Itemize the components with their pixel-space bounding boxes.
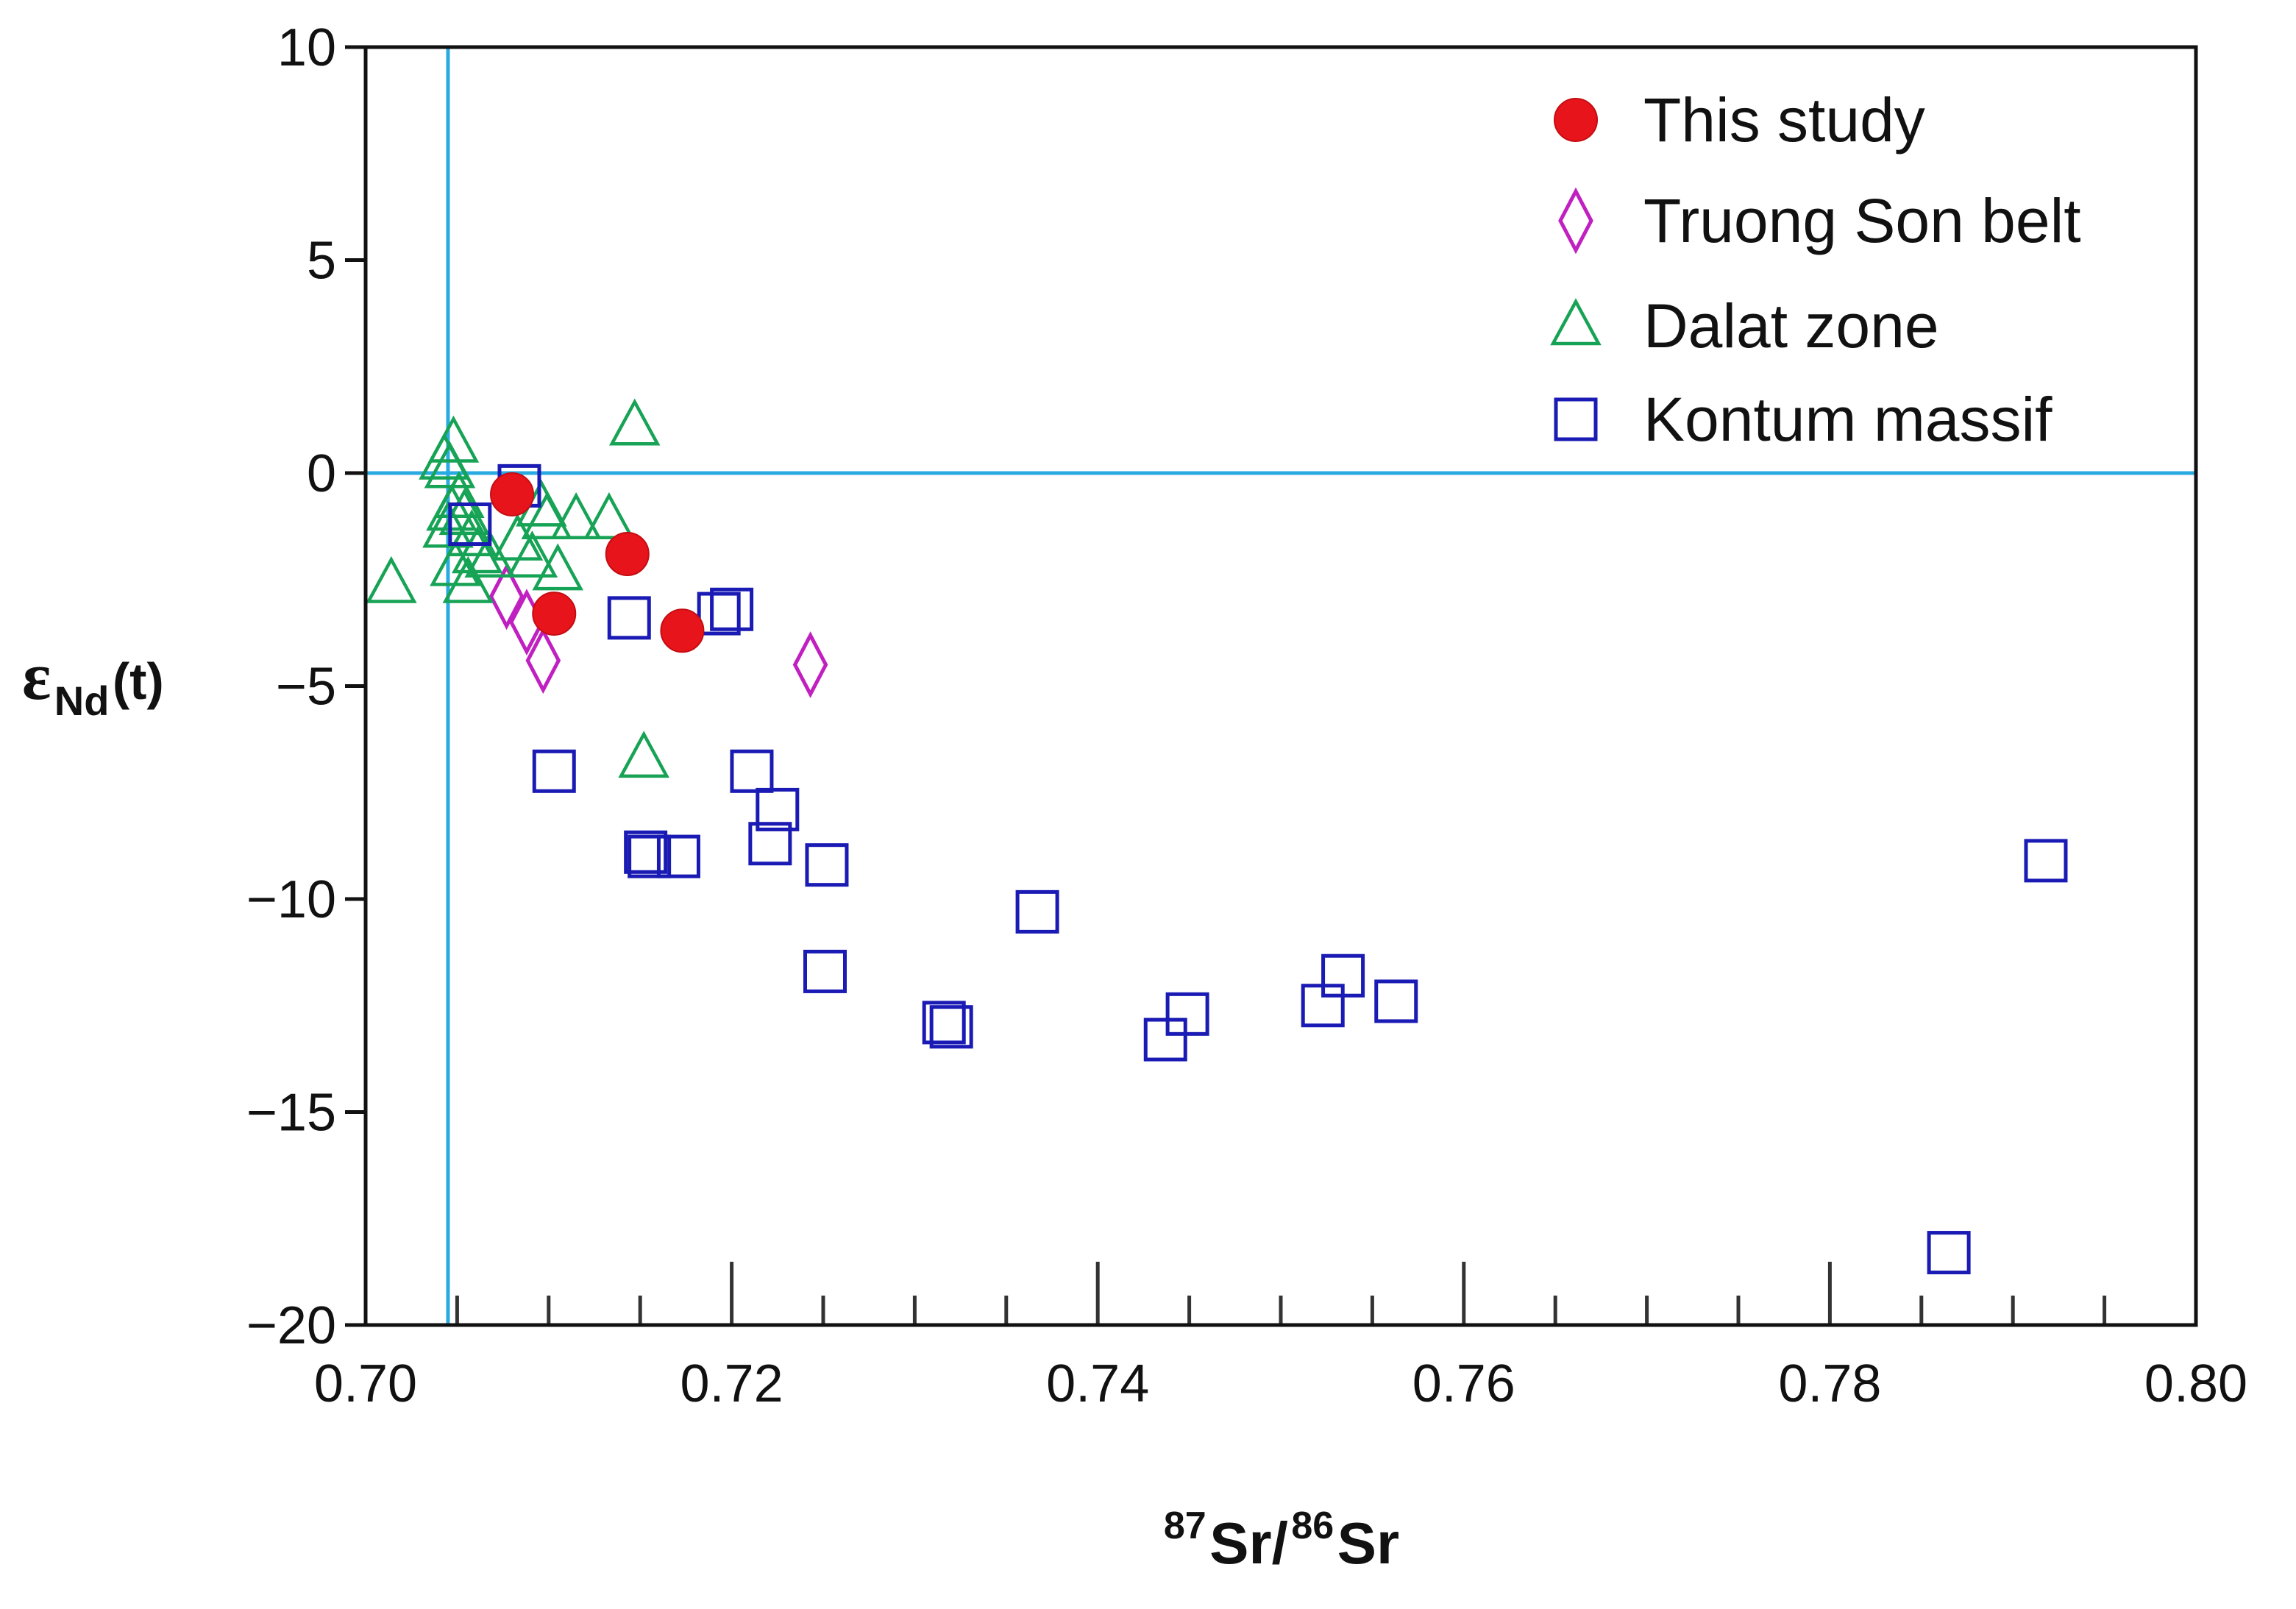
x-title-sup-86: 86 bbox=[1291, 1505, 1334, 1547]
point-dalat-zone bbox=[521, 491, 573, 539]
point-this-study bbox=[490, 472, 535, 516]
point-kontum-massif bbox=[756, 787, 800, 831]
point-kontum-massif bbox=[922, 1001, 966, 1045]
y-axis-title: ε Nd (t) bbox=[22, 639, 164, 724]
point-kontum-massif bbox=[1015, 889, 1059, 934]
point-dalat-zone bbox=[506, 530, 558, 578]
point-dalat-zone bbox=[366, 555, 417, 603]
legend-marker-kontum-massif bbox=[1554, 397, 1598, 441]
y-tick-label: 5 bbox=[307, 232, 336, 291]
point-kontum-massif bbox=[1374, 979, 1418, 1023]
point-dalat-zone bbox=[424, 441, 476, 489]
point-kontum-massif bbox=[532, 749, 576, 793]
point-kontum-massif bbox=[1927, 1231, 1971, 1275]
x-tick-label: 0.78 bbox=[1778, 1354, 1881, 1413]
plot-border bbox=[363, 45, 2198, 1327]
point-dalat-zone bbox=[532, 543, 584, 591]
point-truong-son-belt bbox=[488, 563, 525, 631]
legend-item-truong-son-belt: Truong Son belt bbox=[1558, 186, 2081, 255]
legend: This study Truong Son belt Dalat zone Kontu… bbox=[1550, 85, 2081, 454]
point-kontum-massif bbox=[628, 834, 672, 878]
point-dalat-zone bbox=[422, 500, 474, 548]
x-tick-label: 0.80 bbox=[2144, 1354, 2247, 1413]
y-tick-label: −10 bbox=[246, 870, 336, 929]
point-dalat-zone bbox=[442, 555, 494, 603]
point-truong-son-belt bbox=[525, 627, 561, 695]
x-title-base-1: Sr/ bbox=[1209, 1510, 1288, 1576]
y-title-subscript: Nd bbox=[54, 678, 110, 724]
series-kontum-massif bbox=[448, 463, 2068, 1275]
legend-marker-this-study bbox=[1554, 98, 1598, 142]
point-kontum-massif bbox=[607, 596, 651, 640]
series-this-study bbox=[490, 472, 705, 653]
legend-item-dalat-zone: Dalat zone bbox=[1550, 291, 1939, 360]
point-kontum-massif bbox=[697, 592, 741, 636]
axis-ticks: 0.70 0.72 0.74 0.76 0.78 0.80 10 5 0 −5 −10 −15 −20 bbox=[246, 18, 2247, 1413]
reference-lines bbox=[366, 47, 2196, 1325]
legend-label-dalat-zone: Dalat zone bbox=[1643, 291, 1939, 360]
point-this-study bbox=[605, 532, 650, 577]
point-dalat-zone bbox=[583, 491, 635, 539]
point-dalat-zone bbox=[618, 731, 669, 778]
point-kontum-massif bbox=[1143, 1017, 1187, 1062]
point-kontum-massif bbox=[448, 502, 492, 546]
y-tick-label: −20 bbox=[246, 1296, 336, 1355]
point-kontum-massif bbox=[748, 822, 792, 866]
point-kontum-massif bbox=[803, 949, 847, 993]
point-dalat-zone bbox=[608, 398, 661, 446]
point-kontum-massif bbox=[624, 830, 668, 874]
x-tick-label: 0.74 bbox=[1046, 1354, 1149, 1413]
y-title-suffix: (t) bbox=[113, 653, 164, 710]
point-dalat-zone bbox=[464, 530, 516, 578]
x-tick-label: 0.70 bbox=[314, 1354, 417, 1413]
x-axis-title: 87 Sr/ 86 Sr bbox=[1164, 1505, 1399, 1576]
x-title-sup-87: 87 bbox=[1164, 1505, 1206, 1547]
point-kontum-massif bbox=[730, 749, 774, 793]
x-title-base-2: Sr bbox=[1337, 1510, 1400, 1576]
legend-label-truong-son-belt: Truong Son belt bbox=[1643, 186, 2081, 255]
point-kontum-massif bbox=[805, 843, 849, 887]
legend-marker-dalat-zone bbox=[1550, 298, 1602, 346]
point-kontum-massif bbox=[1165, 992, 1209, 1036]
y-tick-label: 10 bbox=[277, 18, 336, 77]
point-dalat-zone bbox=[427, 415, 480, 463]
legend-label-kontum-massif: Kontum massif bbox=[1643, 385, 2052, 454]
plot-area bbox=[366, 47, 2196, 1325]
legend-item-kontum-massif: Kontum massif bbox=[1554, 385, 2052, 454]
y-tick-label: −5 bbox=[276, 658, 336, 717]
y-tick-label: −15 bbox=[246, 1084, 336, 1143]
plot-frame bbox=[363, 45, 2198, 1327]
epsilon-symbol: ε bbox=[22, 639, 51, 714]
legend-marker-truong-son-belt bbox=[1558, 187, 1593, 255]
x-tick-label: 0.72 bbox=[680, 1354, 783, 1413]
legend-item-this-study: This study bbox=[1554, 85, 1925, 154]
point-this-study bbox=[660, 608, 705, 653]
point-dalat-zone bbox=[438, 488, 491, 536]
point-dalat-zone bbox=[550, 491, 602, 539]
point-kontum-massif bbox=[656, 834, 700, 878]
y-tick-label: 0 bbox=[307, 444, 336, 503]
x-tick-label: 0.76 bbox=[1412, 1354, 1515, 1413]
plot-background bbox=[366, 47, 2196, 1325]
point-dalat-zone bbox=[446, 509, 498, 557]
data-points bbox=[366, 398, 2068, 1275]
legend-label-this-study: This study bbox=[1643, 85, 1925, 154]
point-dalat-zone bbox=[451, 526, 503, 574]
point-kontum-massif bbox=[929, 1005, 973, 1049]
point-kontum-massif bbox=[710, 587, 754, 631]
point-this-study bbox=[532, 592, 577, 636]
point-kontum-massif bbox=[2024, 839, 2068, 883]
point-kontum-massif bbox=[1321, 953, 1365, 998]
point-truong-son-belt bbox=[792, 631, 828, 698]
